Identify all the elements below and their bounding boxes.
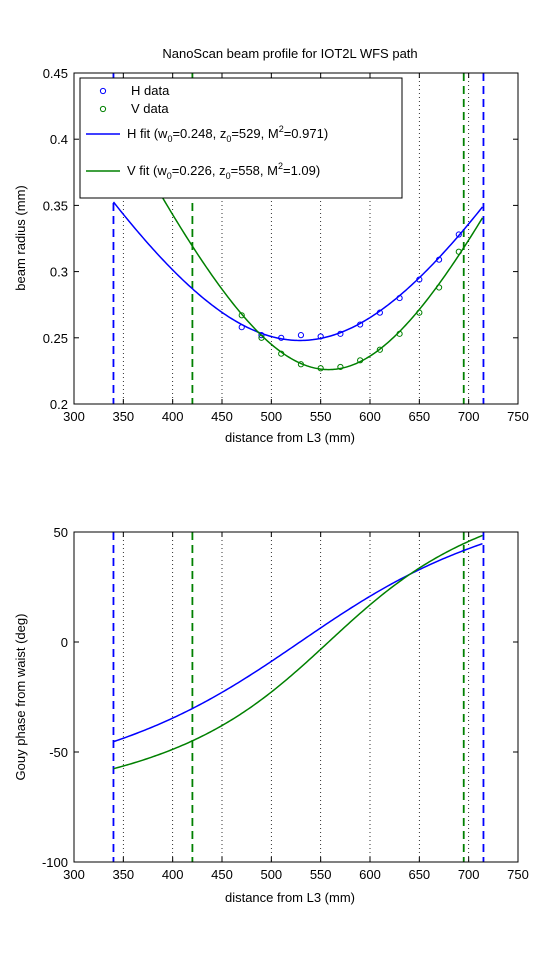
- x-tick-label: 350: [112, 409, 134, 424]
- legend-marker: [99, 87, 107, 95]
- data-point: [258, 332, 265, 339]
- top-y-axis-label: beam radius (mm): [13, 185, 28, 290]
- x-tick-label: 650: [408, 409, 430, 424]
- x-tick-label: 500: [260, 409, 282, 424]
- x-tick-label: 600: [359, 867, 381, 882]
- x-tick-label: 450: [211, 409, 233, 424]
- bottom-x-axis-label: distance from L3 (mm): [225, 890, 355, 905]
- x-tick-label: 400: [162, 867, 184, 882]
- top-x-axis-label: distance from L3 (mm): [225, 430, 355, 445]
- legend-label: H fit (w0=0.248, z0=529, M2=0.971): [127, 124, 328, 144]
- y-tick-label: 50: [54, 525, 68, 540]
- x-tick-label: 300: [63, 867, 85, 882]
- x-tick-label: 700: [458, 867, 480, 882]
- x-tick-label: 750: [507, 867, 529, 882]
- y-tick-label: 0.2: [50, 397, 68, 412]
- y-tick-label: 0: [61, 635, 68, 650]
- data-point: [376, 346, 383, 353]
- y-tick-label: -100: [42, 855, 68, 870]
- y-tick-label: 0.4: [50, 132, 68, 147]
- beam-radius-plot: 300 350 400 450 500 550 600 650 700 750 0.2 0.25 0.3…: [43, 66, 529, 424]
- legend-label: V data: [131, 101, 169, 116]
- legend-marker: [99, 105, 107, 113]
- x-tick-label: 600: [359, 409, 381, 424]
- legend: H data V data H fit (w0=0.248, z0=529, M2=…: [79, 77, 403, 199]
- plot-area: [113, 534, 483, 770]
- data-point: [297, 332, 305, 339]
- series-line: [113, 534, 483, 770]
- x-tick-label: 700: [458, 409, 480, 424]
- plot-area: [112, 110, 484, 372]
- legend-box: [79, 77, 403, 199]
- y-tick-label: 0.45: [43, 66, 68, 81]
- legend-label: H data: [131, 83, 170, 98]
- chart-title: NanoScan beam profile for IOT2L WFS path: [162, 46, 417, 61]
- x-tick-label: 400: [162, 409, 184, 424]
- series-line: [112, 201, 484, 342]
- data-point: [455, 231, 462, 238]
- series-line: [112, 110, 484, 371]
- x-tick-label: 450: [211, 867, 233, 882]
- axes-frame: [73, 531, 519, 863]
- data-point: [238, 312, 245, 319]
- y-tick-label: -50: [49, 745, 68, 760]
- x-tick-label: 750: [507, 409, 529, 424]
- x-tick-label: 500: [260, 867, 282, 882]
- bottom-y-axis-label: Gouy phase from waist (deg): [13, 614, 28, 781]
- x-tick-label: 300: [63, 409, 85, 424]
- x-tick-label: 550: [310, 867, 332, 882]
- series-line: [113, 542, 483, 743]
- y-tick-label: 0.35: [43, 198, 68, 213]
- data-point: [337, 363, 344, 371]
- x-tick-label: 650: [408, 867, 430, 882]
- x-tick-label: 550: [310, 409, 332, 424]
- gouy-phase-plot: 300 350 400 450 500 550 600 650 700 750 -100 -50 0 50: [42, 525, 529, 882]
- y-tick-label: 0.25: [43, 331, 68, 346]
- y-tick-label: 0.3: [50, 265, 68, 280]
- axes-frame: [73, 72, 519, 405]
- x-tick-label: 350: [112, 867, 134, 882]
- legend-label: V fit (w0=0.226, z0=558, M2=1.09): [127, 161, 320, 181]
